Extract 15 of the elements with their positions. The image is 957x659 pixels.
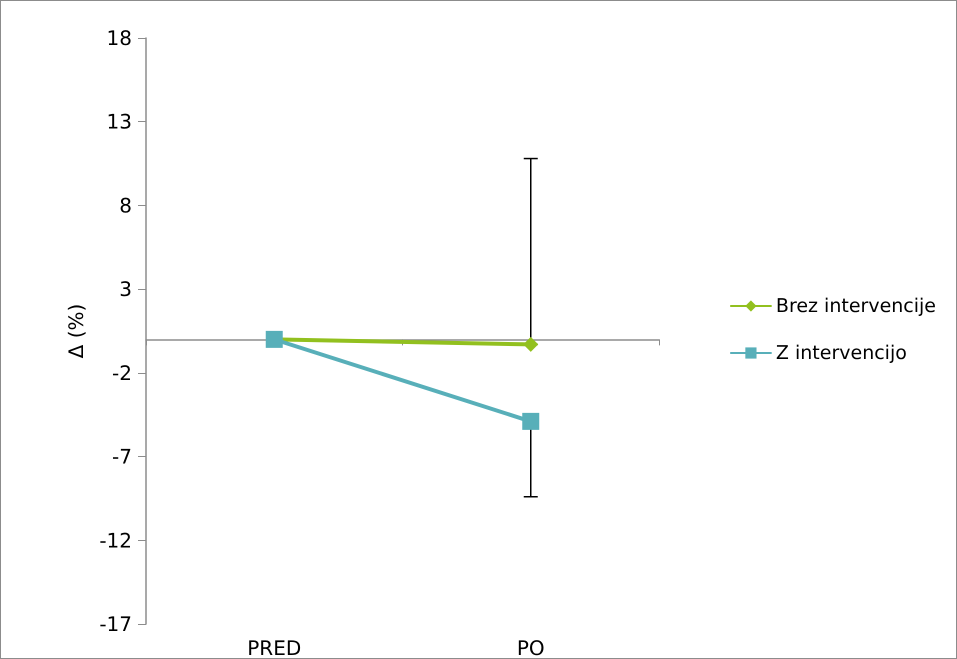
y-tick-label: 13 xyxy=(106,110,132,134)
x-tick-label: PO xyxy=(516,636,545,659)
legend-label: Brez intervencije xyxy=(776,295,936,317)
point xyxy=(523,336,538,352)
point xyxy=(522,412,540,430)
y-tick-label: -2 xyxy=(112,360,132,385)
y-tick-label: 8 xyxy=(119,193,132,218)
x-tick-label: PRED xyxy=(247,636,302,659)
y-tick-label: -12 xyxy=(99,528,132,552)
y-tick-label: 18 xyxy=(106,26,132,50)
y-axis-title: Δ (%) xyxy=(64,304,88,358)
y-tick-label: 3 xyxy=(119,277,132,302)
legend-label: Z intervencijo xyxy=(776,342,907,364)
y-tick-label: -7 xyxy=(112,444,132,469)
y-tick-label: -17 xyxy=(99,612,132,636)
